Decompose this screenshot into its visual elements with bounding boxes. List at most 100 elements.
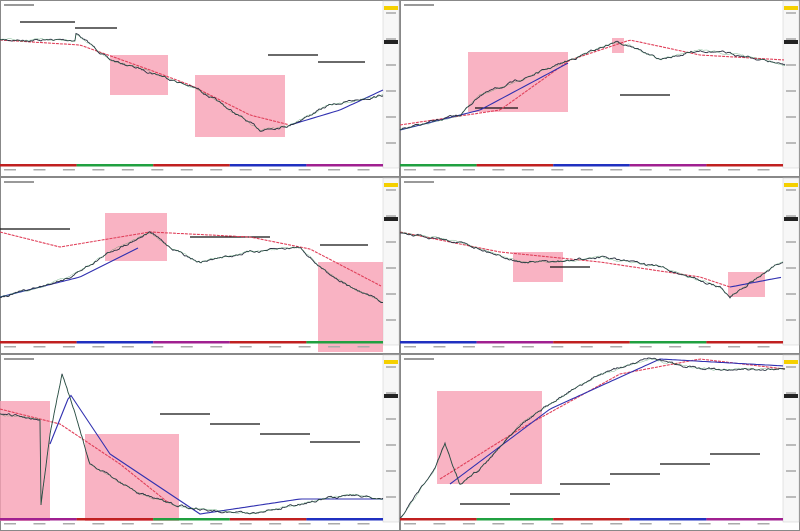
time-label-stub: [180, 346, 193, 348]
axis-label-stub: [786, 418, 796, 420]
axis-label-stub: [786, 215, 796, 217]
chart-panel: [0, 0, 400, 177]
time-label-stub: [33, 346, 46, 348]
time-label-stub: [728, 523, 741, 525]
price-marker: [384, 217, 398, 221]
axis-label-stub: [386, 12, 396, 14]
time-label-stub: [62, 169, 75, 171]
axis-label-stub: [386, 90, 396, 92]
highlight-zone: [318, 262, 383, 352]
price-marker: [384, 40, 398, 44]
time-bar: [476, 164, 554, 167]
chart-panel: [0, 354, 400, 531]
time-label-stub: [757, 346, 770, 348]
time-label-stub: [757, 523, 770, 525]
time-bar: [229, 164, 307, 167]
time-label-stub: [639, 523, 652, 525]
moving-average-blue: [729, 276, 782, 288]
price-line-green: [0, 232, 384, 304]
time-label-stub: [121, 169, 134, 171]
time-label-stub: [4, 523, 16, 525]
time-label-stub: [33, 523, 46, 525]
price-line: [399, 357, 786, 519]
time-label-stub: [521, 346, 534, 348]
time-label-stub: [462, 523, 475, 525]
time-label-stub: [610, 523, 623, 525]
axis-label-stub: [786, 319, 796, 321]
moving-average-red: [0, 39, 289, 126]
axis-label-stub: [786, 444, 796, 446]
time-label-stub: [462, 346, 475, 348]
time-label-stub: [92, 346, 105, 348]
time-label-stub: [4, 346, 16, 348]
axis-label-stub: [786, 366, 796, 368]
time-bar: [400, 341, 477, 344]
time-bar: [153, 164, 230, 167]
time-label-stub: [728, 346, 741, 348]
time-bar: [400, 518, 477, 521]
moving-average-red: [0, 408, 169, 503]
time-label-stub: [298, 169, 311, 171]
time-label-stub: [180, 169, 193, 171]
time-bar: [476, 341, 554, 344]
time-label-stub: [92, 169, 105, 171]
axis-label-stub: [386, 366, 396, 368]
time-label-stub: [269, 523, 282, 525]
axis-label-stub: [386, 189, 396, 191]
time-label-stub: [698, 523, 711, 525]
time-label-stub: [610, 169, 623, 171]
time-bar: [306, 518, 383, 521]
axis-label-stub: [386, 142, 396, 144]
price-line-green: [0, 34, 384, 131]
time-label-stub: [210, 346, 223, 348]
time-label-stub: [92, 523, 105, 525]
time-label-stub: [404, 346, 416, 348]
time-label-stub: [521, 523, 534, 525]
symbol-label-stub: [404, 181, 434, 183]
axis-label-stub: [786, 470, 796, 472]
time-label-stub: [328, 346, 341, 348]
axis-label-stub: [786, 90, 796, 92]
axis-label-stub: [386, 215, 396, 217]
axis-label-stub: [786, 38, 796, 40]
axis-label-stub: [786, 116, 796, 118]
level-marker: [784, 183, 798, 187]
time-label-stub: [698, 169, 711, 171]
axis-label-stub: [786, 189, 796, 191]
time-label-stub: [357, 169, 370, 171]
time-label-stub: [404, 523, 416, 525]
time-bar: [76, 518, 154, 521]
time-label-stub: [669, 169, 682, 171]
time-label-stub: [239, 169, 252, 171]
time-label-stub: [4, 169, 16, 171]
time-bar: [553, 341, 630, 344]
time-bar: [400, 164, 477, 167]
axis-label-stub: [786, 64, 796, 66]
level-marker: [784, 360, 798, 364]
time-bar: [229, 341, 307, 344]
axis-label-stub: [386, 496, 396, 498]
chart-panel: [399, 177, 800, 354]
moving-average-blue: [449, 358, 784, 485]
time-label-stub: [551, 346, 564, 348]
time-label-stub: [121, 523, 134, 525]
price-line-green: [399, 358, 786, 520]
axis-label-stub: [786, 496, 796, 498]
time-label-stub: [492, 523, 505, 525]
time-label-stub: [62, 523, 75, 525]
price-marker: [784, 40, 798, 44]
moving-average-red: [0, 231, 382, 287]
highlight-zone: [85, 434, 179, 521]
moving-average-blue: [399, 62, 569, 131]
time-bar: [629, 164, 707, 167]
axis-label-stub: [386, 293, 396, 295]
time-bar: [553, 164, 630, 167]
axis-label-stub: [386, 444, 396, 446]
highlight-zone: [728, 272, 765, 297]
price-line: [399, 232, 784, 299]
time-bar: [706, 341, 783, 344]
symbol-label-stub: [404, 4, 434, 6]
time-bar: [0, 164, 77, 167]
price-line-green: [399, 231, 784, 298]
time-bar: [153, 341, 230, 344]
